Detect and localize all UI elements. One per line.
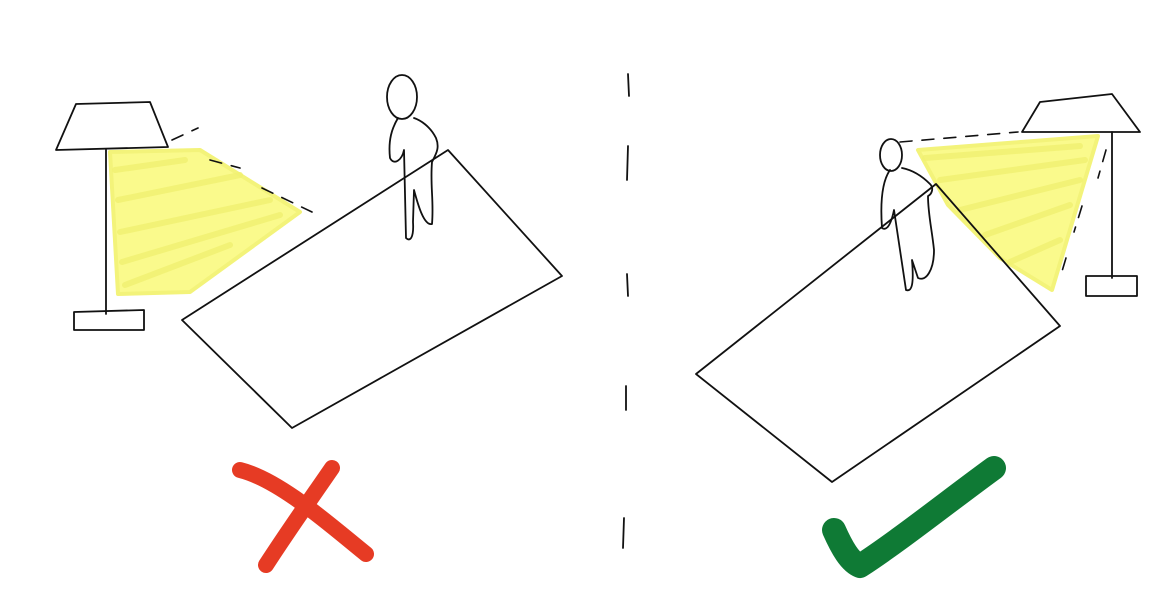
left-scene <box>55 74 563 429</box>
left-light-cone <box>108 148 302 296</box>
right-scene <box>695 93 1141 483</box>
right-rug <box>695 183 1061 483</box>
cross-icon <box>232 460 374 573</box>
right-light-cone <box>916 134 1100 292</box>
right-floor-lamp-icon <box>1021 93 1141 297</box>
left-rug <box>181 149 563 429</box>
right-person-icon <box>879 138 935 292</box>
left-person-icon <box>386 74 439 241</box>
center-divider <box>622 73 630 549</box>
checkmark-icon <box>822 456 1006 578</box>
left-floor-lamp-icon <box>55 101 169 331</box>
left-light-ray <box>171 127 313 213</box>
